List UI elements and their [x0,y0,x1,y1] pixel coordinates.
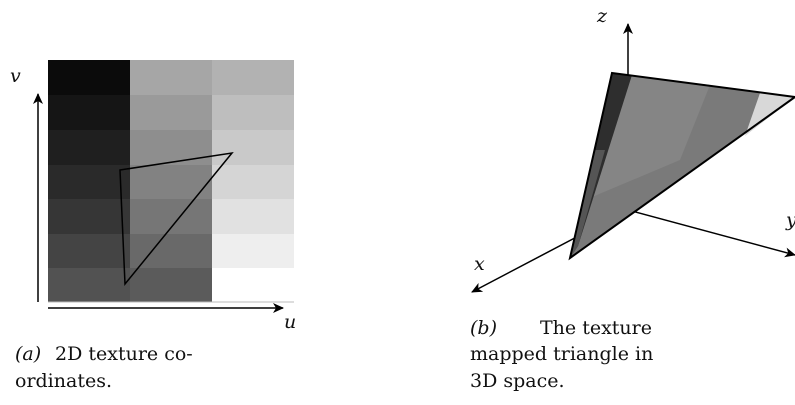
caption-label: (b) [470,317,497,339]
z-label: z [596,5,608,27]
figure: v u (a) 2D texture co- ordinates. z y x … [0,0,795,405]
caption-line: 2D texture co- [55,343,193,365]
caption-line: mapped triangle in [470,343,653,365]
caption-line: 3D space. [470,370,565,392]
mapped-triangle [570,73,795,258]
u-label: u [284,311,296,333]
texture-grid [48,60,294,302]
x-label: x [474,253,485,275]
page: {"panel_a": {"axis_v": "v", "axis_u": "u… [0,0,795,405]
y-axis [628,210,795,255]
caption-line: ordinates. [15,370,112,392]
caption-label: (a) [15,343,41,365]
caption-line: The texture [540,317,652,339]
v-label: v [10,65,21,87]
y-label: y [785,209,795,231]
